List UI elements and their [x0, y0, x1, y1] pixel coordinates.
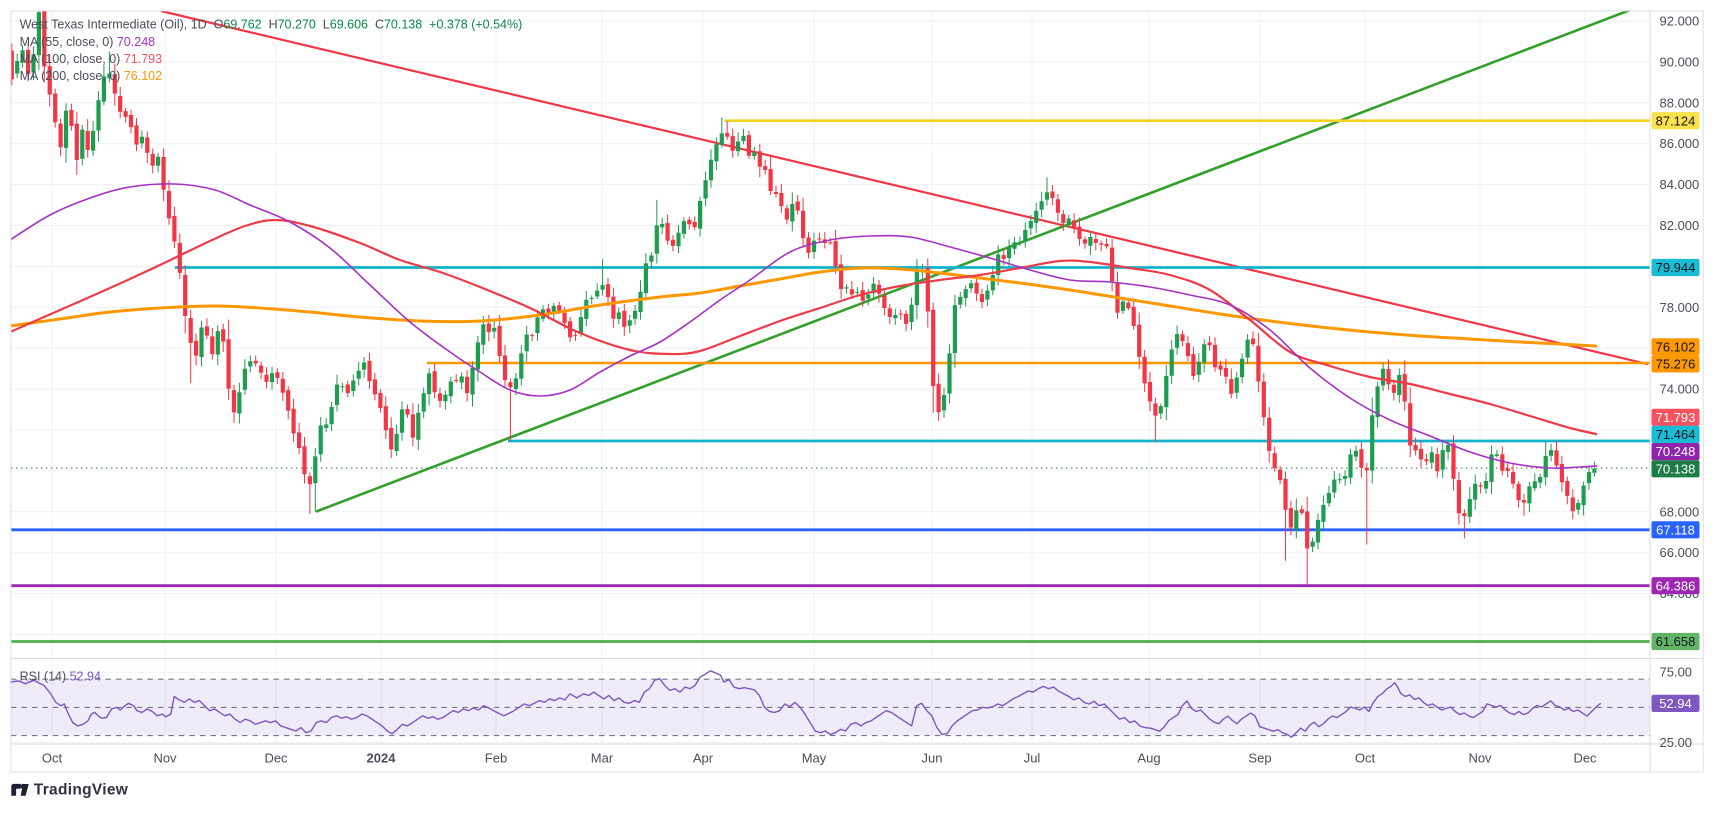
svg-text:67.118: 67.118 — [1656, 522, 1695, 537]
svg-text:70.248: 70.248 — [1656, 444, 1696, 459]
svg-text:MA (55, close, 0) 70.248: MA (55, close, 0) 70.248 — [20, 35, 156, 49]
svg-text:71.793: 71.793 — [1656, 410, 1696, 425]
svg-text:Sep: Sep — [1248, 751, 1271, 766]
svg-text:MA (200, close, 0) 76.102: MA (200, close, 0) 76.102 — [20, 69, 162, 83]
svg-text:87.124: 87.124 — [1656, 113, 1696, 128]
svg-text:68.000: 68.000 — [1660, 504, 1700, 519]
svg-text:Aug: Aug — [1137, 751, 1160, 766]
svg-text:86.000: 86.000 — [1660, 136, 1700, 151]
svg-text:2024: 2024 — [367, 751, 397, 766]
svg-text:TradingView: TradingView — [34, 781, 129, 798]
svg-text:74.000: 74.000 — [1660, 382, 1700, 397]
svg-text:Oct: Oct — [1355, 751, 1376, 766]
svg-text:75.00: 75.00 — [1660, 665, 1693, 680]
svg-text:79.944: 79.944 — [1656, 260, 1696, 275]
svg-text:70.138: 70.138 — [1656, 461, 1696, 476]
svg-text:MA (100, close, 0) 71.793: MA (100, close, 0) 71.793 — [20, 52, 162, 66]
svg-text:25.00: 25.00 — [1660, 735, 1693, 750]
svg-text:88.000: 88.000 — [1660, 95, 1700, 110]
svg-text:78.000: 78.000 — [1660, 300, 1700, 315]
svg-text:Oct: Oct — [42, 751, 63, 766]
svg-text:Dec: Dec — [1573, 751, 1597, 766]
svg-text:52.94: 52.94 — [1659, 696, 1692, 711]
svg-text:76.102: 76.102 — [1656, 339, 1696, 354]
svg-text:84.000: 84.000 — [1660, 177, 1700, 192]
svg-text:West Texas Intermediate (Oil),: West Texas Intermediate (Oil), 1D O69.76… — [20, 18, 523, 32]
svg-text:71.464: 71.464 — [1656, 427, 1696, 442]
svg-text:75.276: 75.276 — [1656, 357, 1696, 372]
svg-text:66.000: 66.000 — [1660, 545, 1700, 560]
svg-text:64.386: 64.386 — [1656, 578, 1696, 593]
svg-text:Jul: Jul — [1024, 751, 1041, 766]
svg-text:Nov: Nov — [153, 751, 177, 766]
svg-text:RSI (14) 52.94: RSI (14) 52.94 — [20, 670, 101, 684]
svg-text:Dec: Dec — [264, 751, 288, 766]
svg-text:Mar: Mar — [591, 751, 614, 766]
svg-text:Apr: Apr — [693, 751, 714, 766]
svg-text:82.000: 82.000 — [1660, 218, 1700, 233]
svg-text:Nov: Nov — [1468, 751, 1492, 766]
svg-text:92.000: 92.000 — [1660, 14, 1700, 29]
svg-text:61.658: 61.658 — [1656, 634, 1696, 649]
svg-text:Feb: Feb — [485, 751, 507, 766]
svg-text:May: May — [802, 751, 827, 766]
svg-text:90.000: 90.000 — [1660, 54, 1700, 69]
svg-text:Jun: Jun — [922, 751, 943, 766]
